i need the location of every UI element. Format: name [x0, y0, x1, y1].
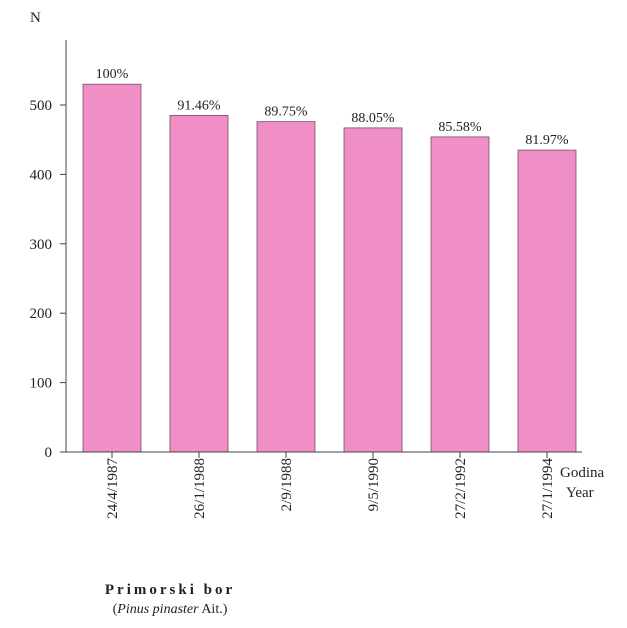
x-tick-label: 27/1/1994: [540, 458, 556, 519]
y-tick-label: 300: [30, 237, 53, 253]
x-tick-label: 9/5/1990: [366, 458, 382, 511]
x-axis-label-line2: Year: [566, 485, 594, 501]
y-tick-label: 100: [30, 376, 53, 392]
data-label: 81.97%: [525, 133, 569, 148]
data-label: 100%: [96, 67, 129, 82]
data-label: 89.75%: [264, 105, 308, 120]
bar-24/4/1987: [82, 83, 142, 453]
bar-26/1/1988: [169, 115, 229, 453]
bar-27/1/1994: [517, 149, 577, 453]
data-label: 85.58%: [438, 120, 482, 135]
y-axis: 0 100 200 300 400 500: [30, 98, 66, 461]
y-tick-label: 500: [30, 98, 53, 114]
data-label: 91.46%: [177, 98, 221, 113]
y-tick-label: 400: [30, 167, 53, 183]
x-tick-label: 24/4/1987: [105, 458, 121, 519]
bar-2/9/1988: [256, 121, 316, 453]
caption-author: Ait.: [201, 602, 223, 617]
caption-subtitle: (Pinus pinaster Ait.): [112, 602, 228, 617]
bar-9/5/1990: [343, 127, 403, 453]
y-tick-label: 0: [45, 445, 53, 461]
bars: 100% 91.46% 89.75% 88.05% 85.58% 81.97%: [82, 67, 577, 453]
caption-title: Primorski bor: [104, 582, 236, 598]
x-tick-label: 27/2/1992: [453, 458, 469, 519]
caption-species: Pinus pinaster: [117, 602, 199, 617]
x-tick-label: 2/9/1988: [279, 458, 295, 511]
x-tick-label: 26/1/1988: [192, 458, 208, 519]
x-axis: 24/4/1987 26/1/1988 2/9/1988 9/5/1990 27/2/1…: [105, 452, 556, 519]
data-label: 88.05%: [351, 111, 395, 126]
y-axis-label: N: [30, 10, 41, 26]
y-tick-label: 200: [30, 306, 53, 322]
x-axis-label-line1: Godina: [560, 465, 605, 481]
bar-27/2/1992: [430, 136, 490, 453]
